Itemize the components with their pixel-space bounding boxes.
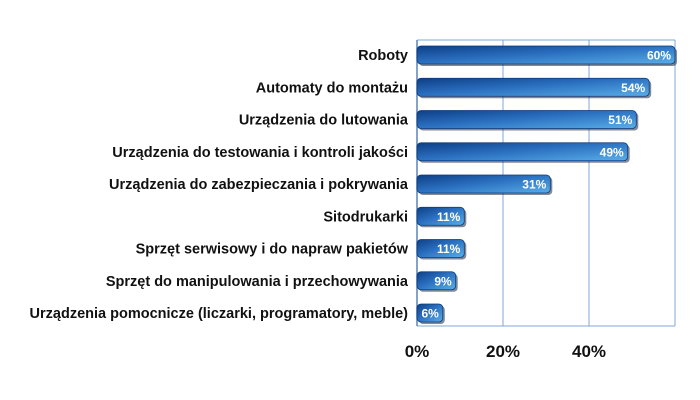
bar bbox=[416, 110, 637, 129]
category-label: Sitodrukarki bbox=[323, 209, 408, 225]
category-labels: Roboty Automaty do montażu Urządzenia do l… bbox=[30, 48, 409, 322]
bar bbox=[416, 239, 465, 258]
x-axis-ticks: 0% 20% 40% bbox=[405, 342, 606, 361]
bar bbox=[416, 206, 465, 226]
bar bbox=[416, 174, 551, 194]
bars-layer: 60% 54% 51% 49% 31% 11% 11% 9% 6% bbox=[416, 45, 677, 324]
bar-value-label: 11% bbox=[437, 210, 461, 224]
bar-value-label: 60% bbox=[647, 49, 671, 63]
bar bbox=[416, 77, 650, 97]
category-label: Automaty do montażu bbox=[256, 80, 408, 96]
bar bbox=[416, 271, 457, 291]
bar-value-label: 31% bbox=[522, 178, 546, 192]
category-label: Roboty bbox=[358, 48, 408, 64]
category-label: Sprzęt serwisowy i do napraw pakietów bbox=[136, 242, 409, 258]
category-label: Urządzenia do lutowania bbox=[239, 113, 409, 129]
bar-value-label: 54% bbox=[621, 81, 645, 95]
bar bbox=[416, 303, 444, 323]
bar-value-label: 9% bbox=[434, 274, 452, 288]
x-tick-label: 20% bbox=[486, 342, 520, 361]
bar-value-label: 6% bbox=[421, 307, 439, 321]
bar-value-label: 11% bbox=[437, 242, 461, 256]
bar bbox=[416, 45, 676, 65]
bar bbox=[416, 142, 629, 162]
category-label: Urządzenia do zabezpieczania i pokrywani… bbox=[109, 177, 409, 193]
category-label: Urządzenia pomocnicze (liczarki, program… bbox=[30, 306, 409, 322]
category-label: Urządzenia do testowania i kontroli jako… bbox=[112, 145, 408, 161]
bar-value-label: 49% bbox=[600, 145, 624, 159]
bar-value-label: 51% bbox=[608, 113, 632, 127]
x-tick-label: 0% bbox=[405, 342, 430, 361]
x-tick-label: 40% bbox=[572, 342, 606, 361]
category-label: Sprzęt do manipulowania i przechowywania bbox=[106, 274, 409, 290]
